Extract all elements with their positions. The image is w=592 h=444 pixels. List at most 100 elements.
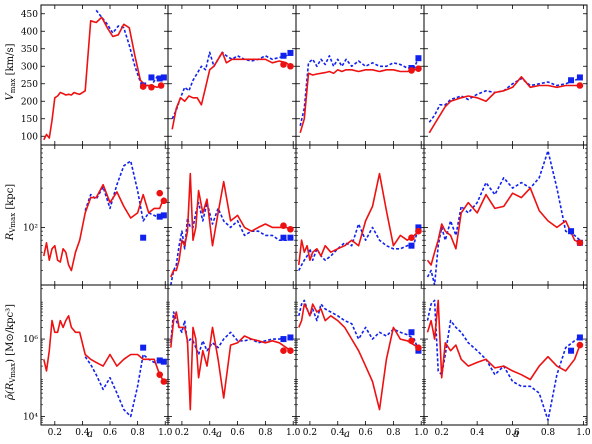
plot-area-vmax-col-3 — [299, 55, 422, 134]
x-tick-label: 0.4 — [331, 428, 346, 438]
solid-series-marker — [148, 83, 155, 91]
x-axis-label-col-1: a — [87, 429, 93, 440]
dashed-series-line — [298, 299, 420, 351]
solid-series-line — [170, 311, 291, 411]
y-tick-label: 400 — [21, 27, 38, 37]
solid-series-marker — [280, 61, 287, 68]
solid-series-marker — [576, 82, 584, 89]
panel-vmax-col-2 — [167, 4, 297, 146]
x-tick-label: 0.8 — [541, 428, 556, 438]
x-tick-label: 0.8 — [258, 428, 273, 438]
solid-series-marker — [160, 197, 168, 205]
y-tick-label: 450 — [21, 10, 38, 20]
y-axis-label-rvmax: RVmax [kpc] — [5, 184, 17, 242]
panel-vmax-col-1: 100 150 200 250 300 350 400 450 — [21, 4, 169, 146]
dashed-series-marker — [156, 75, 163, 82]
x-tick-label: 0.8 — [130, 428, 145, 438]
y-axis-label-rvmax-main: R — [5, 232, 16, 241]
plot-area-density-col-3 — [298, 299, 422, 411]
panel-density-col-1: 0.2 0.4 0.6 0.8 1.0 10⁴ 10⁶ — [23, 284, 173, 438]
dashed-series-marker — [415, 224, 422, 231]
panel-rvmax-col-3 — [295, 144, 425, 286]
dashed-series-line — [170, 201, 291, 285]
solid-series-marker — [156, 189, 164, 197]
x-tick-label: 0.6 — [230, 428, 245, 438]
solid-series-marker — [415, 344, 422, 351]
dashed-series-marker — [287, 234, 294, 241]
dashed-series-line — [426, 150, 581, 285]
y-tick-label: 100 — [21, 132, 38, 142]
panel-density-col-2: 0.2 0.4 0.6 0.8 1.0 — [167, 284, 301, 438]
panel-frame — [423, 4, 588, 146]
solid-series-line — [428, 76, 580, 134]
panel-density-col-4: 0.2 0.4 0.6 0.8 1.0 — [423, 284, 591, 438]
x-tick-label: 0.4 — [470, 428, 485, 438]
dashed-series-marker — [156, 357, 163, 364]
panel-vmax-col-4 — [423, 4, 588, 146]
plot-area-rvmax-col-1 — [43, 160, 168, 272]
y-tick-label: 10² — [23, 223, 38, 233]
solid-series-marker — [408, 337, 415, 345]
solid-series-line — [43, 315, 165, 382]
x-tick-label: 0.2 — [175, 428, 189, 438]
y-axis-label-rvmax-unit: [kpc] — [5, 184, 16, 213]
y-tick-label: 200 — [21, 97, 38, 107]
dashed-series-marker — [568, 228, 575, 235]
solid-series-marker — [280, 347, 287, 355]
dashed-series-line — [95, 9, 163, 87]
dashed-series-marker — [287, 49, 294, 56]
plot-area-density-col-1 — [43, 315, 168, 418]
y-axis-label-vmax: Vmax [km/s] — [5, 43, 17, 100]
x-tick-label: 1.0 — [158, 428, 173, 438]
solid-series-marker — [576, 341, 584, 349]
panel-frame — [40, 144, 169, 286]
x-tick-label: 0.6 — [103, 428, 118, 438]
panel-frame — [423, 284, 588, 426]
panel-grid: 100 150 200 250 300 350 400 450 10² 0.2 0.4 0.6 0.8 1… — [21, 4, 591, 438]
solid-series-line — [170, 172, 291, 278]
solid-series-marker — [408, 67, 415, 74]
x-tick-label: 0.4 — [75, 428, 90, 438]
dashed-series-marker — [568, 77, 575, 84]
y-axis-label-density-sub: Vmax — [9, 363, 17, 384]
y-axis-label-rvmax-sub: Vmax — [9, 213, 17, 234]
y-tick-label: 250 — [21, 80, 38, 90]
plot-area-rvmax-col-2 — [170, 172, 294, 285]
panel-frame — [423, 144, 588, 286]
y-axis-label-vmax-sub: max — [9, 78, 17, 93]
y-axis-label-density-main: ρ̄(R — [5, 382, 16, 401]
solid-series-line — [426, 299, 581, 381]
panel-frame — [40, 284, 169, 426]
panel-frame — [167, 284, 297, 426]
plot-area-vmax-col-4 — [428, 74, 584, 134]
solid-series-line — [298, 172, 419, 266]
solid-series-marker — [160, 378, 168, 385]
y-tick-label: 300 — [21, 62, 38, 72]
panel-rvmax-col-4 — [423, 144, 588, 286]
plot-area-rvmax-col-3 — [298, 172, 422, 271]
dashed-series-line — [170, 311, 291, 356]
panel-frame — [167, 144, 297, 286]
x-tick-label: 0.8 — [386, 428, 401, 438]
dashed-series-line — [299, 55, 420, 126]
solid-series-marker — [415, 227, 422, 235]
x-tick-label: 0.2 — [48, 428, 62, 438]
dashed-series-marker — [156, 213, 163, 220]
panel-rvmax-col-1: 10² — [23, 144, 169, 286]
solid-series-marker — [408, 234, 415, 241]
solid-series-line — [43, 16, 163, 141]
x-tick-label: 1.0 — [414, 428, 429, 438]
y-tick-label: 350 — [21, 45, 38, 55]
dashed-series-marker — [415, 55, 422, 62]
dashed-series-line — [84, 353, 165, 418]
x-axis-label-col-3: a — [344, 429, 350, 440]
plot-area-vmax-col-2 — [171, 49, 294, 130]
plot-area-density-col-2 — [170, 311, 294, 411]
solid-series-marker — [287, 225, 294, 233]
panel-frame — [167, 4, 297, 146]
y-axis-label-vmax-main: V — [5, 92, 16, 101]
dashed-series-marker — [148, 74, 155, 81]
dashed-series-marker — [280, 234, 287, 241]
plot-area-rvmax-col-4 — [426, 150, 584, 285]
